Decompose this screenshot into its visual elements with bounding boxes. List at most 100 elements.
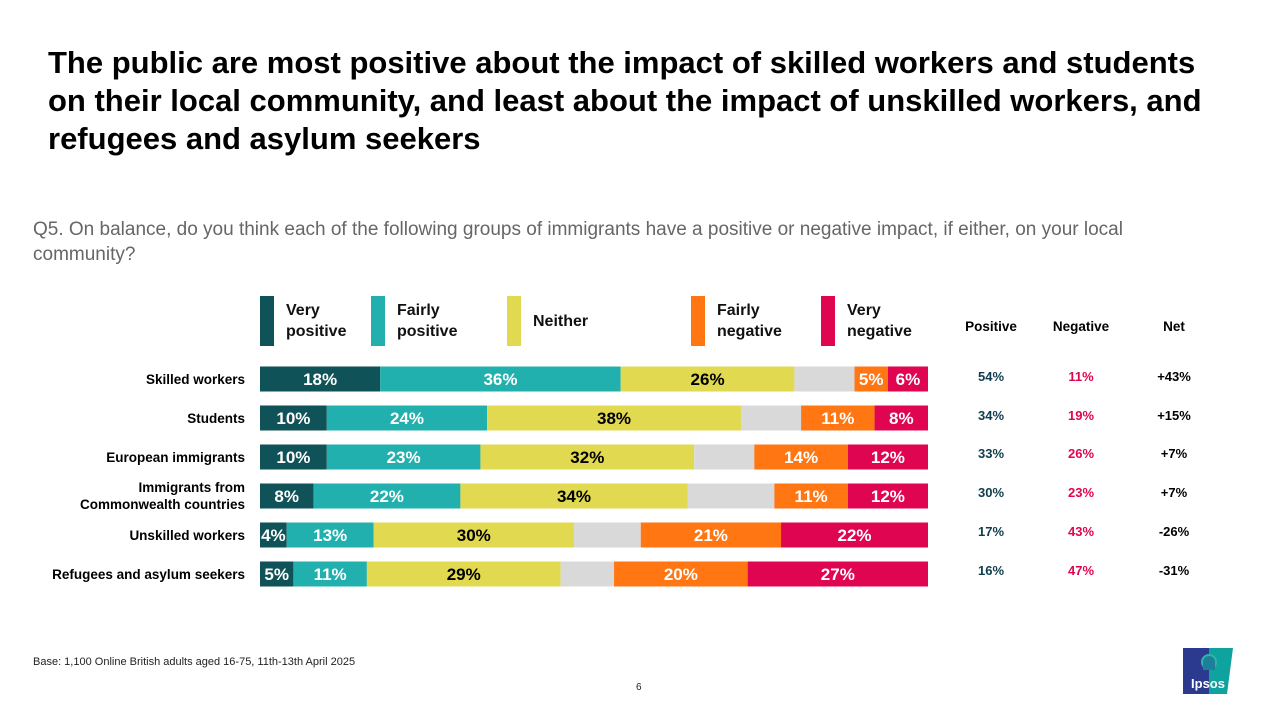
bar-segment	[573, 522, 641, 548]
negative-value: 26%	[1067, 446, 1095, 461]
data-label: 8%	[889, 409, 914, 428]
legend-swatch	[371, 296, 385, 346]
net-value: +43%	[1157, 369, 1191, 384]
bar-segment	[326, 444, 481, 470]
category-label: Refugees and asylum seekers	[52, 567, 245, 582]
data-label: 24%	[390, 409, 424, 428]
bar-segment	[874, 405, 928, 431]
data-label: 21%	[694, 526, 728, 545]
bar-segment	[854, 366, 888, 392]
data-label: 18%	[303, 370, 337, 389]
positive-value: 17%	[977, 524, 1005, 539]
bar-segment	[366, 561, 561, 587]
bar-segment	[847, 483, 928, 509]
negative-value: 11%	[1068, 369, 1094, 384]
slide-title: The public are most positive about the i…	[48, 45, 1202, 156]
bar-segment	[293, 561, 367, 587]
bar-segment	[847, 444, 928, 470]
positive-value: 54%	[977, 369, 1005, 384]
bar-segment	[260, 522, 287, 548]
bar-segment	[640, 522, 782, 548]
bar-segment	[260, 444, 327, 470]
bar-segment	[313, 483, 461, 509]
category-label: Skilled workers	[146, 372, 245, 387]
bar-segment	[740, 405, 802, 431]
bar-segment	[380, 366, 621, 392]
bar-segment	[614, 561, 748, 587]
page-number: 6	[636, 682, 642, 693]
net-header: Net	[1163, 319, 1185, 334]
category-label: European immigrants	[106, 450, 245, 465]
bar-segment	[754, 444, 848, 470]
data-label: 11%	[314, 565, 347, 584]
net-value: +7%	[1160, 446, 1188, 461]
bar-segment	[794, 366, 855, 392]
svg-text:Ipsos: Ipsos	[1191, 676, 1225, 691]
data-label: 12%	[871, 448, 905, 467]
bar-segment	[620, 366, 795, 392]
data-label: 30%	[457, 526, 491, 545]
negative-value: 23%	[1067, 485, 1095, 500]
category-label: Immigrants from Commonwealth countries	[80, 480, 245, 512]
data-label: 11%	[821, 409, 854, 428]
bar-segment	[373, 522, 574, 548]
net-value: +7%	[1160, 485, 1188, 500]
data-label: 34%	[557, 487, 591, 506]
data-label: 8%	[274, 487, 299, 506]
bar-segment	[260, 366, 381, 392]
data-label: 27%	[821, 565, 855, 584]
data-label: 5%	[859, 370, 884, 389]
ipsos-logo: Ipsos	[1183, 648, 1233, 694]
category-label: Unskilled workers	[129, 528, 245, 543]
bar-segment	[286, 522, 374, 548]
data-label: 32%	[570, 448, 604, 467]
legend-item: Fairly negative	[691, 296, 797, 346]
data-label: 12%	[871, 487, 905, 506]
legend-swatch	[260, 296, 274, 346]
legend-item: Very positive	[260, 296, 366, 346]
data-label: 13%	[313, 526, 347, 545]
positive-value: 34%	[977, 408, 1005, 423]
positive-value: 30%	[977, 485, 1005, 500]
data-label: 4%	[261, 526, 286, 545]
legend-label: Fairly negative	[717, 302, 782, 340]
positive-header: Positive	[965, 319, 1017, 334]
data-label: 29%	[447, 565, 481, 584]
question-text: Q5. On balance, do you think each of the…	[33, 219, 1123, 265]
data-label: 22%	[370, 487, 404, 506]
net-value: -26%	[1158, 524, 1190, 539]
data-label: 6%	[896, 370, 921, 389]
data-label: 11%	[795, 487, 828, 506]
bar-segment	[480, 444, 695, 470]
data-label: 14%	[784, 448, 818, 467]
data-label: 5%	[264, 565, 289, 584]
legend-label: Neither	[533, 312, 589, 330]
legend-swatch	[691, 296, 705, 346]
bar-segment	[260, 405, 327, 431]
category-label: Students	[187, 411, 245, 426]
data-label: 38%	[597, 409, 631, 428]
legend-item: Fairly positive	[371, 296, 477, 346]
bar-segment	[560, 561, 615, 587]
bar-segment	[326, 405, 488, 431]
legend-label: Very negative	[847, 302, 912, 340]
legend-swatch	[507, 296, 521, 346]
bar-segment	[260, 561, 294, 587]
bar-segment	[887, 366, 928, 392]
bar-segment	[260, 483, 314, 509]
data-label: 23%	[387, 448, 421, 467]
bar-segment	[487, 405, 741, 431]
positive-value: 16%	[977, 563, 1005, 578]
negative-value: 43%	[1067, 524, 1095, 539]
bar-segment	[801, 405, 875, 431]
bar-segment	[694, 444, 755, 470]
legend-swatch	[821, 296, 835, 346]
legend-item: Very negative	[821, 296, 927, 346]
negative-header: Negative	[1052, 319, 1110, 334]
data-label: 10%	[276, 409, 310, 428]
data-label: 26%	[691, 370, 725, 389]
net-value: -31%	[1158, 563, 1190, 578]
base-note: Base: 1,100 Online British adults aged 1…	[33, 656, 356, 668]
negative-value: 47%	[1067, 563, 1095, 578]
